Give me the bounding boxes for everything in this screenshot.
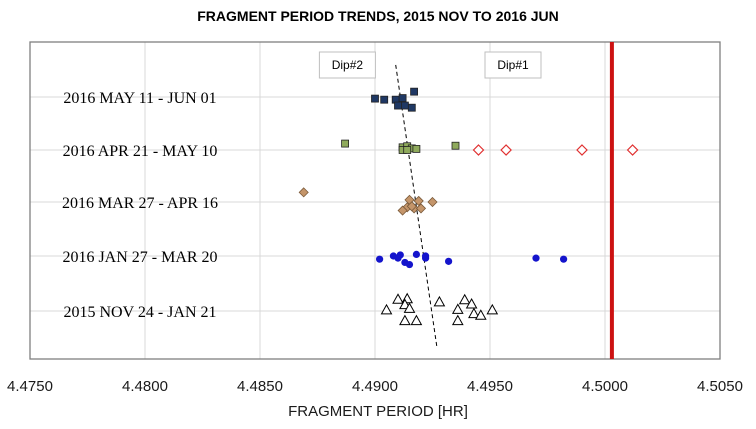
data-point-square: [410, 87, 419, 96]
x-tick-label: 4.5050: [697, 378, 743, 395]
data-point-triangle-open: [399, 314, 411, 326]
data-point-diamond-open: [500, 144, 512, 156]
data-point-triangle-open: [392, 293, 404, 304]
annotation-box: [318, 51, 376, 79]
data-point-triangle-open: [468, 307, 480, 319]
x-tick-label: 4.5000: [582, 378, 628, 395]
data-point-diamond-open: [576, 144, 588, 156]
data-point-square: [412, 145, 421, 153]
data-point-triangle-open: [451, 303, 464, 314]
data-point-triangle-open: [465, 298, 478, 309]
category-label: 2016 MAY 11 - JUN 01: [63, 90, 216, 107]
data-point-triangle-open: [403, 302, 416, 313]
category-label: 2016 MAR 27 - APR 16: [62, 195, 218, 212]
data-point-square: [400, 101, 409, 110]
chart-title: FRAGMENT PERIOD TRENDS, 2015 NOV TO 2016…: [197, 8, 559, 24]
data-point-circle: [412, 250, 420, 258]
data-point-square: [403, 146, 412, 154]
data-points: [298, 87, 639, 326]
data-point-diamond: [427, 196, 438, 208]
category-label: 2016 JAN 27 - MAR 20: [62, 249, 217, 266]
data-point-triangle-open: [433, 295, 446, 307]
data-point-square: [371, 94, 379, 103]
data-point-triangle-open: [380, 303, 393, 315]
category-label: 2016 APR 21 - MAY 10: [63, 143, 218, 160]
data-point-square: [341, 139, 350, 148]
x-tick-label: 4.4750: [7, 378, 53, 395]
data-point-circle: [376, 255, 384, 263]
data-point-triangle-open: [474, 309, 487, 320]
data-point-square: [451, 141, 460, 150]
data-point-square: [394, 101, 402, 110]
data-point-triangle-open: [458, 293, 471, 305]
data-point-circle: [445, 257, 453, 265]
data-point-circle: [532, 254, 540, 262]
x-tick-labels: 4.4750 4.4800 4.4850 4.4900 4.4950 4.5000 4.50…: [7, 378, 743, 395]
data-point-square: [407, 103, 416, 112]
data-point-diamond: [415, 203, 427, 214]
data-point-diamond: [397, 205, 408, 216]
data-point-circle: [394, 254, 402, 262]
data-point-diamond: [413, 195, 424, 206]
annotation-label: Dip#1: [497, 58, 529, 72]
data-point-diamond-open: [472, 144, 485, 156]
annotation-label: Dip#2: [332, 58, 364, 72]
data-point-triangle-open: [486, 303, 499, 315]
annotations: Dip#2 Dip#1: [318, 51, 542, 79]
x-tick-label: 4.4900: [352, 378, 398, 395]
annotation-box: [484, 51, 542, 79]
gridlines: [30, 42, 720, 359]
x-tick-label: 4.4800: [122, 378, 168, 395]
plot-area-border: [29, 41, 721, 360]
data-point-diamond: [298, 187, 309, 198]
data-point-triangle-open: [451, 314, 464, 326]
data-point-square: [380, 95, 389, 104]
x-tick-label: 4.4950: [467, 378, 513, 395]
category-labels: 2016 MAY 11 - JUN 01 2016 APR 21 - MAY 10…: [62, 90, 218, 321]
data-point-square: [398, 94, 407, 102]
data-point-circle: [405, 260, 414, 269]
x-tick-label: 4.4850: [237, 378, 283, 395]
data-point-diamond-open: [626, 144, 639, 156]
data-point-diamond: [406, 201, 417, 212]
data-point-circle: [422, 254, 430, 262]
data-point-circle: [560, 255, 568, 263]
category-label: 2015 NOV 24 - JAN 21: [63, 304, 216, 321]
data-point-triangle-open: [410, 314, 423, 326]
x-axis-label: FRAGMENT PERIOD [HR]: [288, 403, 468, 420]
